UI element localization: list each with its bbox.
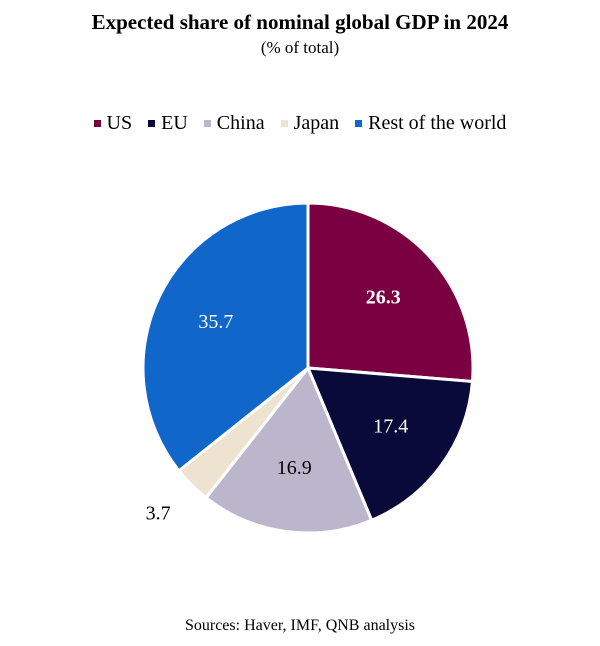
- legend-label-us: US: [106, 112, 133, 134]
- legend-item-us: US: [93, 112, 133, 135]
- legend-label-rest-of-world: Rest of the world: [368, 112, 507, 134]
- pie-slice-rest-of-world: [141, 201, 310, 473]
- data-label-china: 16.9: [277, 457, 312, 479]
- legend-item-rest-of-world: Rest of the world: [355, 112, 506, 135]
- data-label-japan: 3.7: [146, 502, 171, 524]
- chart-source: Sources: Haver, IMF, QNB analysis: [184, 617, 416, 634]
- pie-slice-eu: [306, 366, 474, 522]
- legend-swatch-eu: [148, 120, 156, 127]
- data-label-eu: 17.4: [373, 416, 408, 438]
- pie-slice-us: [306, 201, 475, 383]
- legend-swatch-japan: [280, 120, 288, 127]
- pie-slice-china: [204, 366, 374, 535]
- legend-label-eu: EU: [161, 112, 188, 134]
- legend-label-japan: Japan: [293, 112, 340, 134]
- legend-swatch-us: [93, 120, 101, 127]
- data-label-us: 26.3: [366, 286, 401, 308]
- legend-swatch-rest-of-world: [355, 120, 363, 127]
- chart-legend: US EU China Japan Rest of the world: [0, 112, 600, 135]
- chart-title: Expected share of nominal global GDP in …: [91, 10, 509, 34]
- legend-item-japan: Japan: [280, 112, 340, 135]
- legend-item-china: China: [203, 112, 265, 135]
- legend-item-eu: EU: [148, 112, 188, 135]
- legend-swatch-china: [203, 120, 211, 127]
- data-label-rest-of-world: 35.7: [198, 311, 233, 333]
- legend-label-china: China: [216, 112, 265, 134]
- chart-subtitle: (% of total): [260, 38, 340, 57]
